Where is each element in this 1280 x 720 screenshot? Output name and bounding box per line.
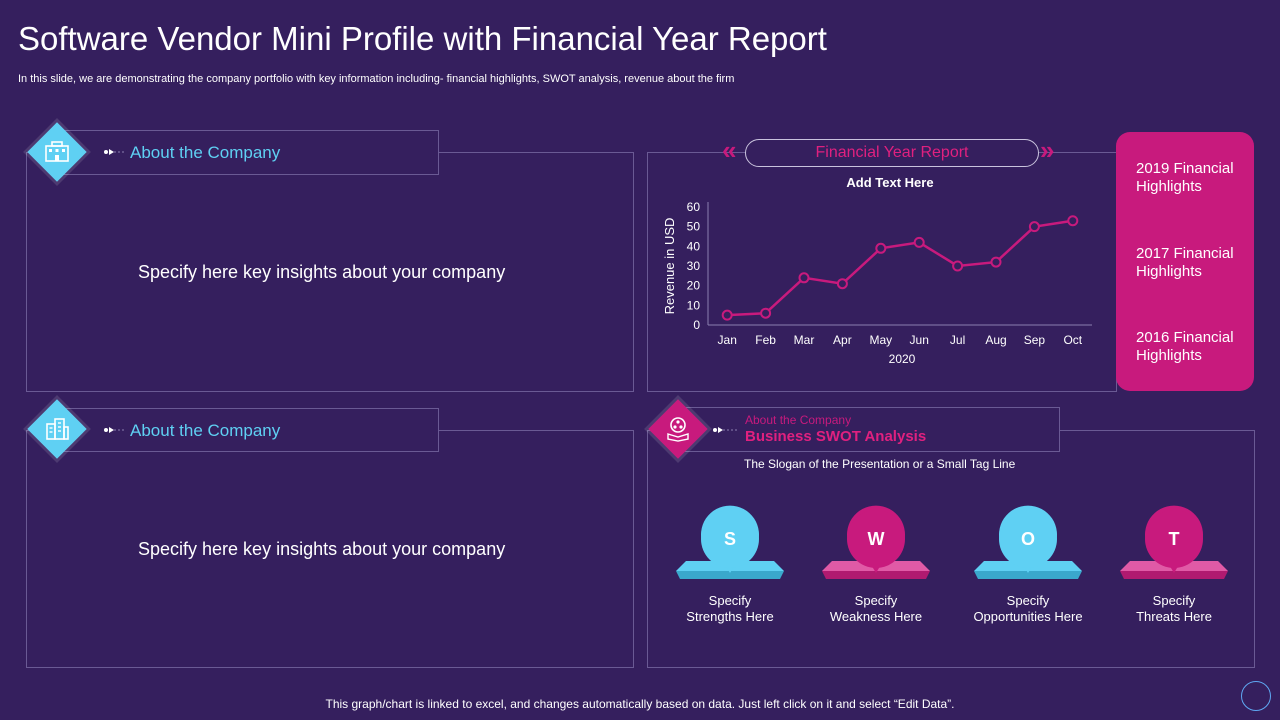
about-company-insight-top: Specify here key insights about your com… [138,262,506,282]
swot-caption-threats-1: Specify [1152,593,1196,608]
y-tick-label: 40 [687,239,701,253]
x-tick-label: Jul [950,333,965,347]
x-tick-label: Aug [985,333,1006,347]
x-tick-label: Apr [833,333,852,347]
data-point [760,307,772,319]
x-axis-label: 2020 [889,352,916,366]
swot-pin-threats[interactable] [1116,505,1232,589]
data-point [798,272,810,284]
connector-arrow-icon [104,149,125,155]
city-buildings-icon [46,418,69,440]
swot-caption-threats-2: Threats Here [1136,609,1212,624]
swot-letter-o: O [1020,529,1035,549]
x-tick-label: Feb [755,333,776,347]
about-company-tab-bottom [62,408,439,452]
swot-caption-strengths-1: Specify [708,593,752,608]
swot-caption-opportunities-1: Specify [1006,593,1050,608]
swot-small-label: About the Company [745,413,852,427]
x-tick-label: Sep [1024,333,1046,347]
y-tick-label: 50 [687,220,701,234]
y-tick-label: 60 [687,200,701,214]
left-chevrons-icon: « [722,135,737,165]
swot-letter-s: S [723,529,736,549]
about-company-insight-bottom: Specify here key insights about your com… [138,539,506,559]
data-point [952,260,964,272]
swot-title: Business SWOT Analysis [745,428,927,445]
y-tick-label: 20 [687,279,701,293]
x-tick-label: Mar [794,333,815,347]
swot-slogan: The Slogan of the Presentation or a Smal… [744,457,1016,471]
y-tick-label: 10 [687,298,701,312]
x-tick-label: Jun [910,333,929,347]
footer-note: This graph/chart is linked to excel, and… [325,697,955,711]
swot-pin-opportunities[interactable] [970,505,1086,589]
swot-caption-strengths-2: Strengths Here [686,609,774,624]
highlight-2019[interactable]: 2019 Financial Highlights [1136,160,1234,195]
connector-arrow-icon [104,427,125,433]
data-point [721,309,733,321]
y-axis-label: Revenue in USD [662,218,677,315]
series-line-revenue [727,219,1073,317]
about-company-label-top: About the Company [130,143,281,162]
financial-report-header: Financial Year Report [745,139,1039,167]
data-point [1028,221,1040,233]
highlight-2017[interactable]: 2017 Financial Highlights [1136,245,1234,280]
swot-caption-weakness-1: Specify [854,593,898,608]
swot-letter-t: T [1168,529,1180,549]
slide-subtitle: In this slide, we are demonstrating the … [18,73,735,85]
slide-nav-circle[interactable] [1241,681,1271,711]
office-building-icon [45,141,69,162]
data-point [1067,215,1079,227]
y-tick-label: 0 [693,318,700,332]
about-company-tab-top [62,130,439,175]
financial-highlights-card: 2019 Financial Highlights 2017 Financial… [1116,132,1254,391]
data-point [836,278,848,290]
swot-letter-w: W [867,529,885,549]
swot-tab [680,407,1060,452]
slide-title: Software Vendor Mini Profile with Financ… [18,20,827,57]
network-book-icon [667,417,689,442]
x-tick-label: May [869,333,892,347]
right-chevrons-icon: » [1040,135,1055,165]
swot-pin-strengths[interactable] [672,505,788,589]
y-tick-label: 30 [687,259,701,273]
data-point [990,256,1002,268]
data-point [875,242,887,254]
about-company-label-bottom: About the Company [130,421,281,440]
swot-caption-weakness-2: Weakness Here [829,609,923,624]
swot-caption-opportunities-2: Opportunities Here [973,609,1083,624]
swot-pin-weakness[interactable] [818,505,934,589]
x-tick-label: Oct [1063,333,1082,347]
x-tick-label: Jan [718,333,737,347]
highlight-2016[interactable]: 2016 Financial Highlights [1136,329,1234,364]
data-point [913,236,925,248]
chart-title: Add Text Here [846,175,933,190]
revenue-line-chart[interactable]: Add Text Here 0 10 20 30 40 50 60 Jan Feb Mar Apr Ma… [650,170,1110,380]
connector-arrow-icon [713,427,738,433]
